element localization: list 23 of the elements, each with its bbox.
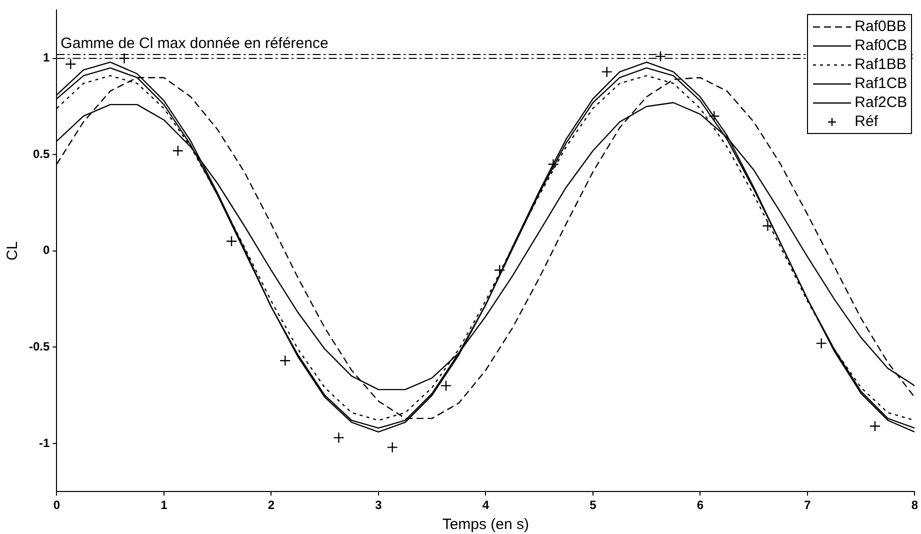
- legend-label: Réf: [854, 112, 878, 132]
- x-axis-title: Temps (en s): [442, 516, 530, 534]
- y-tick-label: 0.5: [32, 146, 50, 161]
- x-tick-label: 0: [53, 498, 60, 512]
- legend-label: Raf1CB: [854, 74, 908, 94]
- y-axis-title: CL: [4, 241, 22, 260]
- y-tick-label: 1: [42, 50, 50, 65]
- x-tick-label: 8: [911, 498, 918, 512]
- legend-label: Raf0BB: [854, 17, 906, 36]
- ref-line-label: Gamme de Cl max donnée en référence: [60, 35, 328, 52]
- legend-label: Raf2CB: [854, 93, 908, 112]
- x-tick-label: 4: [482, 498, 490, 512]
- x-tick-label: 1: [160, 498, 168, 512]
- y-tick-label: 0: [42, 243, 50, 258]
- y-tick-label: -1: [39, 436, 50, 450]
- x-tick-label: 3: [375, 498, 382, 512]
- legend-label: Raf1BB: [854, 55, 906, 74]
- x-tick-label: 7: [804, 498, 812, 512]
- x-tick-label: 5: [590, 498, 597, 512]
- x-tick-label: 6: [696, 498, 704, 512]
- legend-label: Raf0CB: [854, 36, 908, 56]
- y-tick-label: -0.5: [28, 339, 50, 354]
- x-tick-label: 2: [268, 498, 275, 512]
